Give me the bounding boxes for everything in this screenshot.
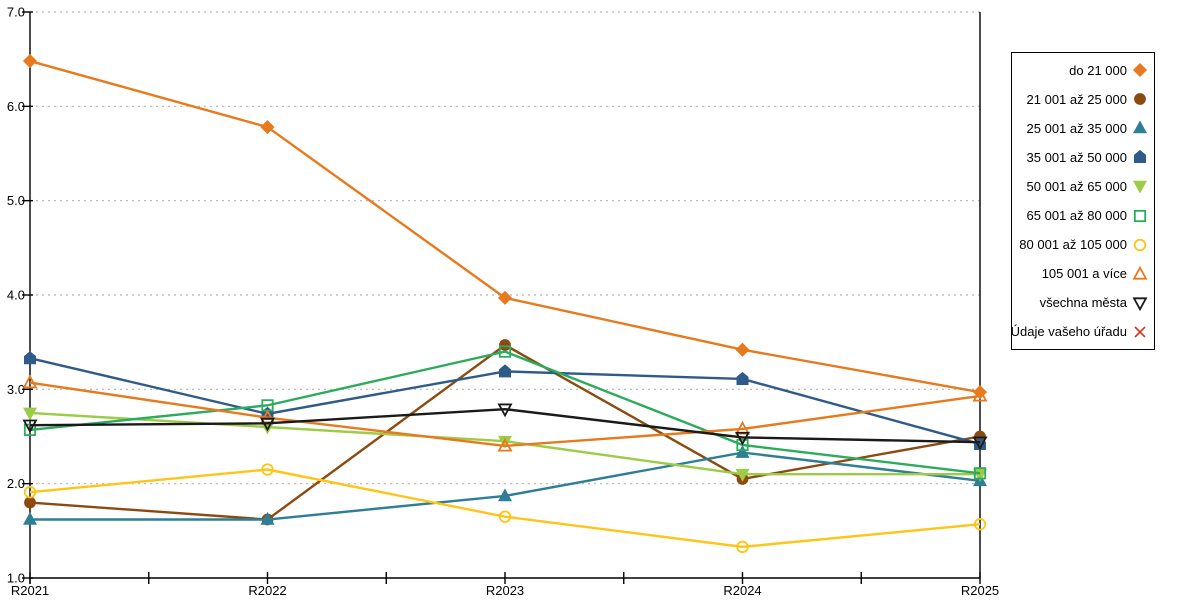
legend-item-label: Údaje vašeho úřadu xyxy=(1010,324,1127,340)
data-point-marker xyxy=(497,435,513,449)
data-point-marker xyxy=(736,540,749,554)
legend-item-label: 21 001 až 25 000 xyxy=(1026,91,1127,107)
legend-item-label: 65 001 až 80 000 xyxy=(1026,208,1127,224)
x-tick-label: R2024 xyxy=(723,583,761,598)
series-line xyxy=(29,468,981,549)
y-tick-label: 7.0 xyxy=(7,5,25,20)
y-tick-label: 6.0 xyxy=(7,99,25,114)
legend-marker-shape xyxy=(1132,297,1148,311)
legend-triangle-up-icon xyxy=(1132,265,1148,280)
data-point-marker xyxy=(497,290,513,305)
data-point-marker xyxy=(497,488,513,502)
series-line xyxy=(29,350,981,475)
legend-item: 65 001 až 80 000 xyxy=(1018,208,1148,224)
data-point-marker xyxy=(735,468,750,482)
legend-item-label: 105 001 a více xyxy=(1041,266,1127,282)
data-point-marker xyxy=(260,120,275,135)
legend-marker-shape xyxy=(1132,62,1148,78)
series-line xyxy=(29,407,981,444)
data-point-marker xyxy=(22,407,38,421)
data-point-marker xyxy=(23,485,37,499)
x-tick-label: R2021 xyxy=(11,583,49,598)
data-point-marker xyxy=(973,518,987,531)
y-tick-label: 1.0 xyxy=(7,570,25,585)
legend-triangle-down-icon xyxy=(1132,297,1148,311)
legend-item: všechna města xyxy=(1018,295,1148,311)
data-point-marker xyxy=(260,511,275,525)
data-point-marker xyxy=(499,339,511,351)
legend-square-icon xyxy=(1133,209,1147,222)
legend-triangle-up-icon xyxy=(1132,120,1148,134)
legend-triangle-down-icon xyxy=(1132,181,1148,194)
legend-item-label: 25 001 až 35 000 xyxy=(1026,120,1127,136)
data-point-marker xyxy=(24,351,37,365)
data-point-marker xyxy=(735,342,750,357)
data-point-marker xyxy=(734,420,751,435)
data-point-marker xyxy=(261,463,274,476)
data-point-marker xyxy=(22,419,38,434)
legend-pentagon-icon xyxy=(1133,150,1146,164)
legend-item-label: všechna města xyxy=(1039,295,1127,311)
y-tick-label: 2.0 xyxy=(7,476,25,491)
legend-diamond-icon xyxy=(1132,62,1148,78)
data-point-marker xyxy=(22,511,38,525)
x-tick-label: R2022 xyxy=(248,583,286,598)
legend-item: 50 001 až 65 000 xyxy=(1018,178,1148,194)
legend-marker-shape xyxy=(1134,326,1146,338)
data-point-marker xyxy=(22,54,38,69)
series-line xyxy=(29,381,981,448)
data-point-marker xyxy=(972,436,988,451)
legend-marker-shape xyxy=(1134,93,1146,106)
legend-marker-shape xyxy=(1132,265,1148,280)
legend-marker-shape xyxy=(1133,209,1147,222)
data-point-marker xyxy=(736,371,749,385)
data-point-marker xyxy=(736,438,749,452)
data-point-marker xyxy=(972,387,988,402)
legend-item: 35 001 až 50 000 xyxy=(1018,149,1148,165)
legend-item: Údaje vašeho úřadu xyxy=(1011,324,1148,340)
legend-marker-shape xyxy=(1133,238,1147,251)
legend-marker-shape xyxy=(1133,150,1146,164)
legend-marker-shape xyxy=(1132,181,1148,194)
legend-item: 25 001 až 35 000 xyxy=(1018,120,1148,136)
legend-item-label: 50 001 až 65 000 xyxy=(1026,178,1127,194)
data-point-marker xyxy=(735,444,750,458)
data-point-marker xyxy=(259,417,276,432)
legend-marker-shape xyxy=(1132,120,1148,134)
x-tick-label: R2025 xyxy=(961,583,999,598)
legend-circle-icon xyxy=(1134,93,1146,106)
y-tick-label: 3.0 xyxy=(7,382,25,397)
legend-item: 21 001 až 25 000 xyxy=(1018,91,1148,107)
y-tick-label: 4.0 xyxy=(7,287,25,302)
y-tick-label: 5.0 xyxy=(7,193,25,208)
legend-item: do 21 000 xyxy=(1018,62,1148,78)
legend-item: 105 001 a více xyxy=(1018,265,1148,282)
data-point-marker xyxy=(734,431,751,446)
data-point-marker xyxy=(499,364,511,378)
data-point-marker xyxy=(973,467,987,480)
legend-item-label: 35 001 až 50 000 xyxy=(1026,149,1127,165)
legend: do 21 000 21 001 až 25 000 25 001 až 35 00… xyxy=(1011,52,1155,350)
data-point-marker xyxy=(498,345,512,358)
legend-item: 80 001 až 105 000 xyxy=(1018,237,1148,253)
data-point-marker xyxy=(24,496,36,509)
legend-x-icon xyxy=(1134,326,1146,338)
legend-circle-icon xyxy=(1133,238,1147,251)
data-point-marker xyxy=(22,374,38,389)
legend-item-label: 80 001 až 105 000 xyxy=(1019,237,1127,253)
legend-item-label: do 21 000 xyxy=(1069,62,1127,78)
x-tick-label: R2023 xyxy=(486,583,524,598)
data-point-marker xyxy=(497,437,513,452)
data-point-marker xyxy=(498,510,512,523)
data-point-marker xyxy=(497,403,513,418)
